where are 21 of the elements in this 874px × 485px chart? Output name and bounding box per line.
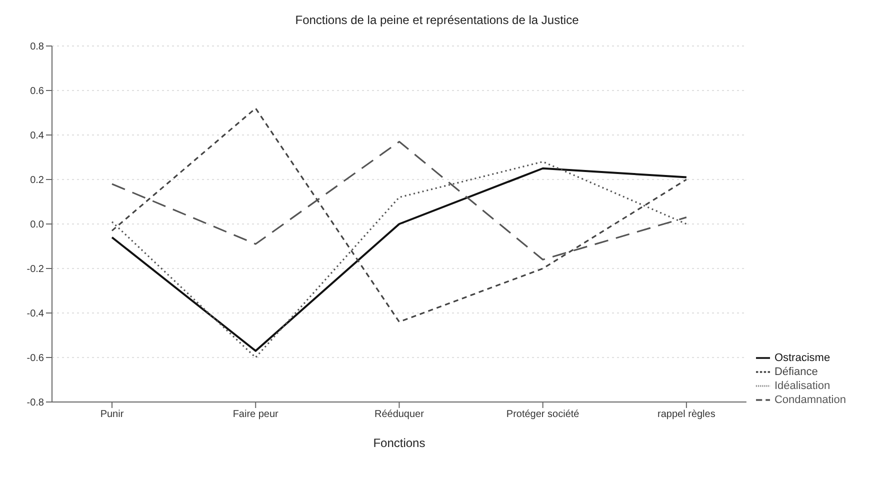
y-tick-label: 0.8 (30, 42, 44, 53)
legend-label: Ostracisme (774, 352, 830, 364)
y-tick-label: 0.4 (30, 130, 44, 142)
y-tick-label: -0.4 (26, 308, 44, 320)
y-tick-label: 0.0 (30, 220, 44, 231)
line-series (111, 108, 688, 323)
y-tick-label: -0.6 (26, 353, 44, 364)
legend-label: Idéalisation (774, 380, 830, 392)
y-tick-label: 0.2 (30, 175, 44, 186)
x-axis-title: Fonctions (373, 436, 426, 450)
x-tick-label: Protéger société (506, 409, 580, 420)
x-tick-label: Punir (100, 409, 124, 420)
legend-label: Condamnation (774, 394, 846, 406)
legend-label: Défiance (774, 366, 818, 378)
y-tick-label: 0.6 (30, 86, 44, 98)
y-tick-label: -0.8 (26, 398, 44, 409)
y-tick-label: -0.2 (26, 264, 44, 276)
x-tick-label: rappel règles (658, 409, 716, 420)
x-tick-label: Rééduquer (374, 409, 425, 420)
x-tick-label: Faire peur (232, 409, 280, 420)
chart-title: Fonctions de la peine et représentations de la Justice (294, 12, 580, 29)
